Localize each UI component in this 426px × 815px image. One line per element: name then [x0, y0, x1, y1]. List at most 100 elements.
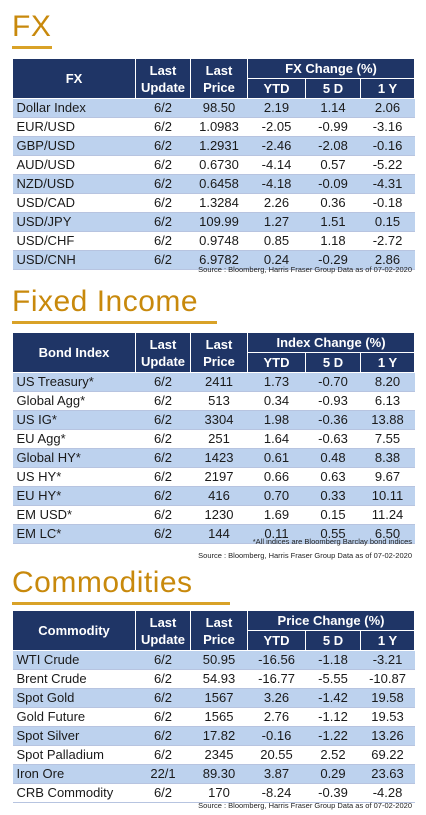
- row-5d: 1.51: [305, 212, 361, 232]
- row-ytd: 1.27: [247, 212, 306, 232]
- row-price: 144: [190, 524, 248, 544]
- row-5d: -0.99: [305, 117, 361, 137]
- fixed-income-source-note: Source : Bloomberg, Harris Fraser Group …: [198, 551, 412, 560]
- row-update: 6/2: [135, 745, 191, 765]
- row-name: Spot Silver: [12, 726, 136, 746]
- row-price: 0.6730: [190, 155, 248, 175]
- row-update: 6/2: [135, 448, 191, 468]
- fixed-income-footnote: *All indices are Bloomberg Barclay bond …: [252, 537, 412, 546]
- row-ytd: 3.26: [247, 688, 306, 708]
- commodities-table: Commodity Last Update Last Price Price C…: [12, 610, 416, 803]
- row-1y: 23.63: [360, 764, 415, 784]
- row-1y: 2.06: [360, 98, 415, 118]
- row-price: 1.2931: [190, 136, 248, 156]
- row-name: EM LC*: [12, 524, 136, 544]
- row-5d: 0.29: [305, 764, 361, 784]
- row-5d: 0.63: [305, 467, 361, 487]
- row-update: 6/2: [135, 669, 191, 689]
- row-name: USD/CHF: [12, 231, 136, 251]
- row-price: 1423: [190, 448, 248, 468]
- row-price: 109.99: [190, 212, 248, 232]
- row-update: 6/2: [135, 174, 191, 194]
- fx-header-1y: 1 Y: [359, 78, 416, 99]
- row-update: 6/2: [135, 429, 191, 449]
- row-5d: 1.18: [305, 231, 361, 251]
- fx-header-last-price: Last Price: [190, 58, 248, 99]
- row-5d: -1.18: [305, 650, 361, 670]
- row-update: 6/2: [135, 372, 191, 392]
- row-ytd: -2.05: [247, 117, 306, 137]
- row-ytd: 1.69: [247, 505, 306, 525]
- row-price: 0.6458: [190, 174, 248, 194]
- row-name: AUD/USD: [12, 155, 136, 175]
- row-name: USD/CAD: [12, 193, 136, 213]
- fx-table: FX Last Update Last Price FX Change (%) …: [12, 58, 416, 270]
- row-price: 1565: [190, 707, 248, 727]
- row-ytd: 3.87: [247, 764, 306, 784]
- cm-header-ytd: YTD: [247, 630, 306, 651]
- table-row: US HY* 6/2 2197 0.66 0.63 9.67: [12, 467, 415, 487]
- row-name: Gold Future: [12, 707, 136, 727]
- row-update: 6/2: [135, 707, 191, 727]
- fixed-income-section-title: Fixed Income: [12, 285, 199, 318]
- row-ytd: -16.56: [247, 650, 306, 670]
- row-1y: 0.15: [360, 212, 415, 232]
- table-row: Spot Gold 6/2 1567 3.26 -1.42 19.58: [12, 688, 415, 708]
- row-price: 98.50: [190, 98, 248, 118]
- table-row: CRB Commodity 6/2 170 -8.24 -0.39 -4.28: [12, 783, 415, 803]
- row-name: GBP/USD: [12, 136, 136, 156]
- row-1y: -3.21: [360, 650, 415, 670]
- row-5d: -0.09: [305, 174, 361, 194]
- row-update: 6/2: [135, 726, 191, 746]
- row-price: 1230: [190, 505, 248, 525]
- row-update: 6/2: [135, 212, 191, 232]
- row-1y: 11.24: [360, 505, 415, 525]
- row-price: 1.0983: [190, 117, 248, 137]
- fx-header-change-group: FX Change (%): [246, 58, 416, 79]
- row-5d: -1.22: [305, 726, 361, 746]
- cm-header-5d: 5 D: [305, 630, 361, 651]
- row-update: 6/2: [135, 410, 191, 430]
- row-name: Global HY*: [12, 448, 136, 468]
- row-1y: -0.16: [360, 136, 415, 156]
- fi-header-name: Bond Index: [12, 332, 136, 373]
- row-1y: -5.22: [360, 155, 415, 175]
- row-update: 6/2: [135, 391, 191, 411]
- fi-header-change-group: Index Change (%): [246, 332, 416, 353]
- row-5d: -0.36: [305, 410, 361, 430]
- table-row: EM LC* 6/2 144 0.11 0.55 6.50: [12, 524, 415, 544]
- row-price: 2411: [190, 372, 248, 392]
- row-name: USD/JPY: [12, 212, 136, 232]
- row-price: 54.93: [190, 669, 248, 689]
- row-1y: 69.22: [360, 745, 415, 765]
- row-price: 1.3284: [190, 193, 248, 213]
- row-5d: 0.33: [305, 486, 361, 506]
- cm-header-name: Commodity: [12, 610, 136, 651]
- row-5d: -0.63: [305, 429, 361, 449]
- table-row: AUD/USD 6/2 0.6730 -4.14 0.57 -5.22: [12, 155, 415, 175]
- table-row: EUR/USD 6/2 1.0983 -2.05 -0.99 -3.16: [12, 117, 415, 137]
- fi-header-last-update: Last Update: [135, 332, 191, 373]
- row-update: 6/2: [135, 467, 191, 487]
- row-price: 3304: [190, 410, 248, 430]
- fi-header-5d: 5 D: [305, 352, 361, 373]
- table-row: Brent Crude 6/2 54.93 -16.77 -5.55 -10.8…: [12, 669, 415, 689]
- row-ytd: 2.26: [247, 193, 306, 213]
- row-ytd: 0.24: [247, 250, 306, 270]
- row-name: US HY*: [12, 467, 136, 487]
- row-ytd: -16.77: [247, 669, 306, 689]
- row-ytd: -0.16: [247, 726, 306, 746]
- table-row: WTI Crude 6/2 50.95 -16.56 -1.18 -3.21: [12, 650, 415, 670]
- row-ytd: 0.11: [247, 524, 306, 544]
- row-5d: -0.29: [305, 250, 361, 270]
- row-name: Global Agg*: [12, 391, 136, 411]
- fx-header-5d: 5 D: [305, 78, 361, 99]
- row-price: 1567: [190, 688, 248, 708]
- table-row: USD/JPY 6/2 109.99 1.27 1.51 0.15: [12, 212, 415, 232]
- row-name: Spot Palladium: [12, 745, 136, 765]
- row-name: US Treasury*: [12, 372, 136, 392]
- row-update: 6/2: [135, 688, 191, 708]
- row-1y: 6.13: [360, 391, 415, 411]
- row-ytd: -4.14: [247, 155, 306, 175]
- row-name: NZD/USD: [12, 174, 136, 194]
